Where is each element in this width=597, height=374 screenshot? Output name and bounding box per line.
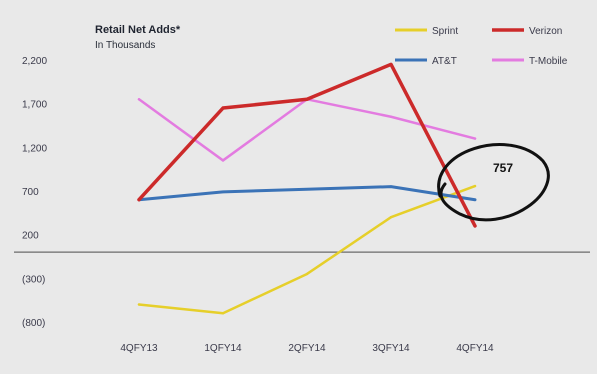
data-point — [137, 303, 141, 306]
legend: Sprint Verizon AT&T T-Mobile — [395, 26, 568, 67]
legend-item: T-Mobile — [492, 56, 568, 67]
data-point — [473, 184, 477, 188]
data-point — [305, 188, 309, 191]
legend-item: AT&T — [395, 56, 457, 67]
data-point — [389, 216, 393, 219]
x-tick-label: 2QFY14 — [288, 343, 326, 354]
chart-title: Retail Net Adds* — [95, 24, 181, 36]
y-tick-label: (300) — [22, 274, 45, 285]
data-point — [473, 198, 477, 201]
callout-annotation: 757 — [437, 143, 550, 222]
data-point — [389, 115, 393, 118]
y-axis: 2,200 1,700 1,200 700 200 (300) (800) — [14, 56, 590, 329]
legend-item: Verizon — [492, 26, 562, 37]
series-line-sprint — [137, 184, 477, 315]
legend-label: Verizon — [529, 26, 562, 37]
data-point — [137, 198, 141, 201]
chart-subtitle: In Thousands — [95, 40, 155, 51]
x-tick-label: 4QFY14 — [456, 343, 494, 354]
data-point — [221, 159, 225, 162]
data-point — [305, 98, 309, 101]
x-axis: 4QFY13 1QFY14 2QFY14 3QFY14 4QFY14 — [120, 343, 494, 354]
y-tick-label: 2,200 — [22, 56, 47, 67]
data-point — [137, 98, 141, 101]
y-tick-label: (800) — [22, 318, 45, 329]
series-lines — [137, 62, 477, 315]
data-point — [473, 224, 477, 228]
callout-label: 757 — [493, 161, 513, 175]
data-point — [305, 272, 309, 276]
legend-label: T-Mobile — [529, 56, 568, 67]
data-point — [221, 190, 225, 194]
data-point — [221, 106, 225, 110]
legend-item: Sprint — [395, 26, 458, 37]
callout-circle — [437, 143, 550, 222]
data-point — [473, 137, 477, 140]
data-point — [389, 185, 393, 188]
data-point — [221, 312, 225, 315]
data-point — [389, 63, 393, 66]
y-tick-label: 1,200 — [22, 143, 47, 154]
x-tick-label: 1QFY14 — [204, 343, 242, 354]
y-tick-label: 1,700 — [22, 100, 47, 111]
y-tick-label: 700 — [22, 187, 39, 198]
y-tick-label: 200 — [22, 231, 39, 242]
legend-label: AT&T — [432, 56, 457, 67]
x-tick-label: 4QFY13 — [120, 343, 158, 354]
x-tick-label: 3QFY14 — [372, 343, 410, 354]
series-line-verizon — [137, 62, 477, 228]
legend-label: Sprint — [432, 26, 458, 37]
